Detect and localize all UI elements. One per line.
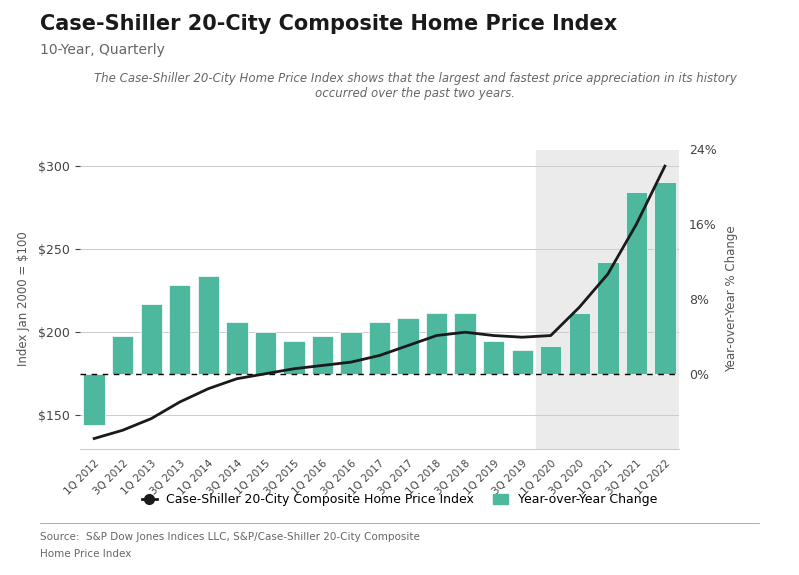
Bar xyxy=(169,285,190,374)
Text: Home Price Index: Home Price Index xyxy=(40,549,131,559)
Bar xyxy=(455,313,476,374)
Y-axis label: Year-over-Year % Change: Year-over-Year % Change xyxy=(725,225,738,373)
Bar xyxy=(141,304,162,374)
Bar xyxy=(511,350,533,374)
Bar xyxy=(597,262,618,374)
Bar xyxy=(226,323,248,374)
Bar xyxy=(283,341,304,374)
Legend: Case-Shiller 20-City Composite Home Price Index, Year-over-Year Change: Case-Shiller 20-City Composite Home Pric… xyxy=(137,488,662,511)
Bar xyxy=(483,341,504,374)
Y-axis label: Index Jan 2000 = $100: Index Jan 2000 = $100 xyxy=(17,232,30,366)
Bar xyxy=(626,191,647,374)
Text: Source:  S&P Dow Jones Indices LLC, S&P/Case-Shiller 20-City Composite: Source: S&P Dow Jones Indices LLC, S&P/C… xyxy=(40,532,419,542)
Text: 10-Year, Quarterly: 10-Year, Quarterly xyxy=(40,43,165,57)
Text: The Case-Shiller 20-City Home Price Index shows that the largest and fastest pri: The Case-Shiller 20-City Home Price Inde… xyxy=(94,72,737,100)
Bar xyxy=(540,346,562,374)
Bar xyxy=(654,182,676,374)
Bar xyxy=(255,332,276,374)
Bar xyxy=(426,313,447,374)
Bar xyxy=(112,336,133,374)
Bar xyxy=(340,332,362,374)
Bar xyxy=(536,150,679,448)
Text: Case-Shiller 20-City Composite Home Price Index: Case-Shiller 20-City Composite Home Pric… xyxy=(40,14,617,34)
Bar xyxy=(569,313,590,374)
Bar xyxy=(197,275,219,374)
Bar xyxy=(369,323,390,374)
Bar xyxy=(83,374,105,425)
Bar xyxy=(312,336,333,374)
Bar xyxy=(397,317,419,374)
